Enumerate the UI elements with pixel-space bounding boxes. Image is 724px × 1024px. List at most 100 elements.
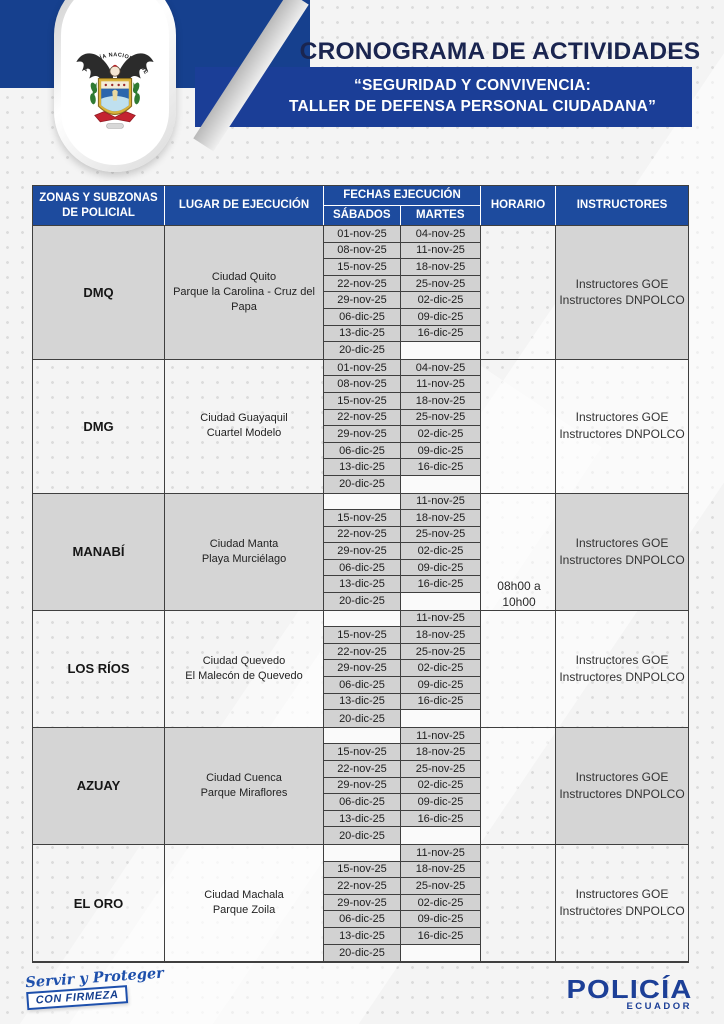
date-sabado: 08-nov-25 bbox=[324, 376, 401, 392]
horario-cell bbox=[481, 727, 556, 844]
date-martes: 02-dic-25 bbox=[401, 543, 480, 559]
date-sabado: 20-dic-25 bbox=[324, 342, 401, 359]
date-martes: 02-dic-25 bbox=[401, 660, 480, 677]
subtitle-banner: “SEGURIDAD Y CONVIVENCIA: TALLER DE DEFE… bbox=[195, 67, 692, 127]
date-row: 13-dic-25 16-dic-25 bbox=[324, 927, 480, 945]
instructores-cell: Instructores GOE Instructores DNPOLCO bbox=[556, 845, 688, 961]
dates-grid: 11-nov-25 15-nov-25 18-nov-25 22-nov-25 25-n… bbox=[324, 610, 481, 727]
date-row: 06-dic-25 09-dic-25 bbox=[324, 308, 480, 326]
dates-grid: 11-nov-25 15-nov-25 18-nov-25 22-nov-25 25-n… bbox=[324, 844, 481, 962]
date-row: 29-nov-25 02-dic-25 bbox=[324, 426, 480, 443]
section-manabí: MANABÍ Ciudad Manta Playa Murciélago 11-nov… bbox=[33, 493, 688, 611]
date-martes: 02-dic-25 bbox=[401, 426, 480, 442]
date-sabado: 15-nov-25 bbox=[324, 510, 401, 526]
date-martes: 16-dic-25 bbox=[401, 325, 480, 342]
instructor-line: Instructores DNPOLCO bbox=[559, 904, 685, 919]
lugar-line2: Cuartel Modelo bbox=[206, 427, 282, 440]
dates-grid: 01-nov-25 04-nov-25 08-nov-25 11-nov-25 15-n… bbox=[324, 359, 481, 493]
date-row: 08-nov-25 11-nov-25 bbox=[324, 242, 480, 260]
date-sabado: 06-dic-25 bbox=[324, 794, 401, 810]
date-row: 13-dic-25 16-dic-25 bbox=[324, 325, 480, 343]
date-martes: 09-dic-25 bbox=[401, 794, 480, 810]
section-dmg: DMG Ciudad Guayaquil Cuartel Modelo 01-nov-… bbox=[33, 359, 688, 494]
date-sabado: 01-nov-25 bbox=[324, 359, 401, 376]
date-row: 13-dic-25 16-dic-25 bbox=[324, 810, 480, 828]
date-sabado: 29-nov-25 bbox=[324, 777, 401, 794]
column-header-fechas: FECHAS EJECUCIÓN SÁBADOS MARTES bbox=[324, 186, 481, 225]
date-martes: 25-nov-25 bbox=[401, 526, 480, 543]
date-martes: 25-nov-25 bbox=[401, 643, 480, 660]
lugar-line2: Parque la Carolina - Cruz del Papa bbox=[173, 285, 315, 313]
date-martes: 09-dic-25 bbox=[401, 308, 480, 325]
date-row: 01-nov-25 04-nov-25 bbox=[324, 226, 480, 243]
column-header-zonas: ZONAS Y SUBZONAS DE POLICIAL bbox=[33, 186, 165, 225]
date-row: 20-dic-25 bbox=[324, 827, 480, 844]
date-martes: 04-nov-25 bbox=[401, 226, 480, 242]
date-martes: 11-nov-25 bbox=[401, 610, 480, 627]
date-sabado bbox=[324, 610, 401, 627]
date-sabado: 13-dic-25 bbox=[324, 459, 401, 475]
date-row: 22-nov-25 25-nov-25 bbox=[324, 275, 480, 293]
date-row: 01-nov-25 04-nov-25 bbox=[324, 359, 480, 377]
section-los-ríos: LOS RÍOS Ciudad Quevedo El Malecón de Quev… bbox=[33, 610, 688, 728]
date-martes: 11-nov-25 bbox=[401, 844, 480, 861]
date-sabado: 13-dic-25 bbox=[324, 576, 401, 593]
emblem-capsule: POLICÍA NACIONAL DEL ECUADOR bbox=[54, 0, 176, 172]
date-martes: 18-nov-25 bbox=[401, 744, 480, 760]
date-sabado: 22-nov-25 bbox=[324, 643, 401, 660]
date-martes: 16-dic-25 bbox=[401, 576, 480, 593]
lugar-line1: Ciudad Quevedo bbox=[202, 654, 286, 667]
date-martes: 09-dic-25 bbox=[401, 559, 480, 576]
date-martes: 11-nov-25 bbox=[401, 242, 480, 259]
date-row: 22-nov-25 25-nov-25 bbox=[324, 878, 480, 895]
horario-cell bbox=[481, 610, 556, 727]
date-sabado: 29-nov-25 bbox=[324, 426, 401, 442]
date-row: 15-nov-25 18-nov-25 bbox=[324, 744, 480, 761]
section-azuay: AZUAY Ciudad Cuenca Parque Miraflores 11-no… bbox=[33, 727, 688, 845]
zone-label: LOS RÍOS bbox=[33, 610, 165, 727]
date-row: 29-nov-25 02-dic-25 bbox=[324, 660, 480, 678]
date-sabado: 13-dic-25 bbox=[324, 325, 401, 342]
date-martes: 11-nov-25 bbox=[401, 376, 480, 392]
date-sabado: 20-dic-25 bbox=[324, 593, 401, 610]
lugar-cell: Ciudad Machala Parque Zoila bbox=[165, 844, 324, 962]
horario-cell bbox=[481, 359, 556, 493]
date-row: 29-nov-25 02-dic-25 bbox=[324, 292, 480, 309]
date-sabado: 22-nov-25 bbox=[324, 526, 401, 543]
date-sabado: 20-dic-25 bbox=[324, 710, 401, 727]
date-row: 29-nov-25 02-dic-25 bbox=[324, 894, 480, 912]
lugar-line2: El Malecón de Quevedo bbox=[185, 669, 303, 682]
date-sabado: 29-nov-25 bbox=[324, 894, 401, 911]
date-martes bbox=[401, 475, 480, 493]
date-sabado bbox=[324, 727, 401, 744]
lugar-cell: Ciudad Quevedo El Malecón de Quevedo bbox=[165, 610, 324, 727]
date-martes: 25-nov-25 bbox=[401, 409, 480, 426]
date-sabado: 06-dic-25 bbox=[324, 677, 401, 693]
lugar-line2: Playa Murciélago bbox=[201, 552, 287, 565]
date-row: 08-nov-25 11-nov-25 bbox=[324, 376, 480, 393]
date-martes: 18-nov-25 bbox=[401, 510, 480, 526]
date-martes bbox=[401, 593, 480, 610]
date-martes: 16-dic-25 bbox=[401, 927, 480, 944]
lugar-cell: Ciudad Cuenca Parque Miraflores bbox=[165, 727, 324, 844]
instructor-line: Instructores GOE bbox=[575, 535, 669, 550]
date-sabado: 22-nov-25 bbox=[324, 275, 401, 292]
horario-cell bbox=[481, 226, 556, 359]
date-martes: 18-nov-25 bbox=[401, 627, 480, 643]
date-martes: 18-nov-25 bbox=[401, 861, 480, 878]
date-sabado: 22-nov-25 bbox=[324, 409, 401, 426]
date-martes: 18-nov-25 bbox=[401, 259, 480, 275]
date-martes: 16-dic-25 bbox=[401, 459, 480, 475]
date-sabado: 13-dic-25 bbox=[324, 927, 401, 944]
date-martes bbox=[401, 827, 480, 844]
date-martes: 09-dic-25 bbox=[401, 911, 480, 927]
instructores-cell: Instructores GOE Instructores DNPOLCO bbox=[556, 727, 688, 844]
date-martes bbox=[401, 710, 480, 727]
date-martes: 04-nov-25 bbox=[401, 359, 480, 376]
date-row: 22-nov-25 25-nov-25 bbox=[324, 643, 480, 661]
zone-label: DMG bbox=[33, 359, 165, 493]
table-header-row: ZONAS Y SUBZONAS DE POLICIAL LUGAR DE EJ… bbox=[33, 186, 688, 226]
date-sabado: 06-dic-25 bbox=[324, 559, 401, 576]
column-header-sabados: SÁBADOS bbox=[324, 205, 401, 225]
